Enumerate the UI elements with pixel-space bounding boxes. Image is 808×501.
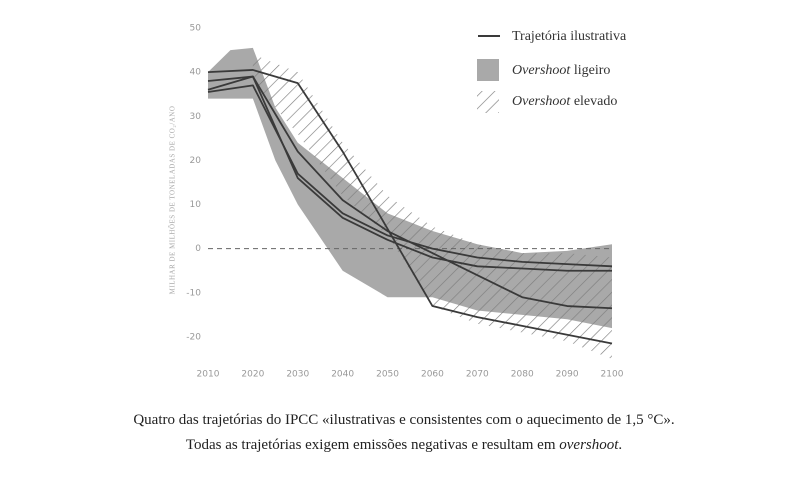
x-tick-label: 2050 — [376, 370, 399, 380]
legend-swatch — [477, 91, 499, 113]
x-tick-label: 2100 — [601, 370, 624, 380]
x-tick-label: 2070 — [466, 370, 489, 380]
y-tick-label: 10 — [190, 200, 202, 210]
x-tick-label: 2020 — [241, 370, 264, 380]
chart: MILHAR DE MILHÕES DE TONELADAS DE CO₂/AN… — [169, 24, 627, 380]
legend-label: Overshoot ligeiro — [512, 63, 610, 78]
y-tick-label: 20 — [190, 156, 202, 166]
y-axis-label: MILHAR DE MILHÕES DE TONELADAS DE CO₂/AN… — [169, 106, 177, 295]
caption-italic: overshoot — [559, 437, 619, 453]
x-tick-label: 2080 — [511, 370, 534, 380]
x-tick-label: 2060 — [421, 370, 444, 380]
legend-label: Trajetória ilustrativa — [512, 29, 627, 44]
y-tick-label: 40 — [190, 68, 202, 78]
legend-label-rest: elevado — [574, 94, 618, 109]
y-tick-label: -10 — [186, 288, 201, 298]
legend-label: Overshoot elevado — [512, 94, 617, 109]
y-tick-label: -20 — [186, 332, 201, 342]
x-tick-label: 2040 — [331, 370, 354, 380]
legend-swatch — [477, 59, 499, 81]
y-tick-label: 50 — [190, 24, 202, 34]
caption-end: . — [618, 437, 623, 453]
x-tick-label: 2010 — [197, 370, 220, 380]
band — [252, 54, 612, 359]
caption-text: Quatro das trajetórias do IPCC «ilustrat… — [133, 412, 675, 453]
x-tick-label: 2090 — [556, 370, 579, 380]
legend: Trajetória ilustrativa Overshoot ligeiro… — [477, 29, 627, 113]
legend-label-rest: ligeiro — [574, 63, 611, 78]
trajectory-line — [207, 69, 613, 345]
y-tick-label: 0 — [195, 244, 201, 254]
y-tick-label: 30 — [190, 112, 202, 122]
legend-label-italic: Overshoot — [512, 63, 571, 78]
x-tick-label: 2030 — [286, 370, 309, 380]
trajectory-line — [207, 75, 612, 272]
caption: Quatro das trajetórias do IPCC «ilustrat… — [124, 408, 684, 458]
legend-label-italic: Overshoot — [512, 94, 571, 109]
